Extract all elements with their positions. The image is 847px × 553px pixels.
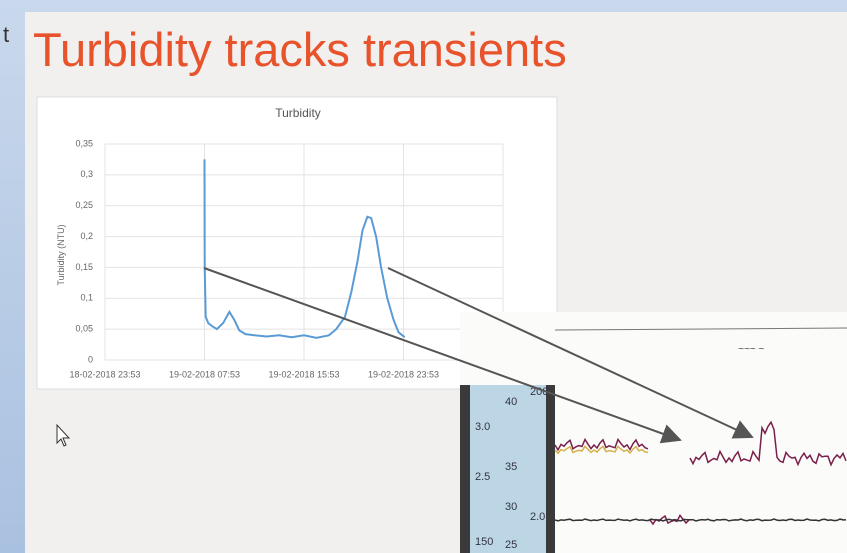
y-tick-label: 0,15 (75, 262, 93, 272)
scale-label: 150 (475, 536, 493, 548)
scale-label: 3.0 (475, 421, 490, 433)
scale-label: 30 (505, 501, 517, 513)
scale-label: 35 (505, 461, 517, 473)
y-tick-label: 0,3 (80, 169, 93, 179)
handwriting: ~~~ ~ (738, 344, 764, 355)
y-tick-label: 0,2 (80, 231, 93, 241)
screen: t Turbidity tracks transients Turbidity … (0, 0, 847, 553)
y-axis-label: Turbidity (NTU) (56, 224, 66, 285)
x-tick-label: 19-02-2018 07:53 (169, 369, 240, 379)
y-tick-label: 0,25 (75, 200, 93, 210)
page: t Turbidity tracks transients Turbidity … (0, 0, 847, 553)
y-tick-label: 0,35 (75, 138, 93, 148)
slide-title: Turbidity tracks transients (33, 23, 567, 76)
edge-text: t (3, 22, 9, 47)
scale-label: 40 (505, 396, 517, 408)
x-tick-label: 19-02-2018 23:53 (368, 369, 439, 379)
y-tick-label: 0,1 (80, 293, 93, 303)
scale-label: 2.5 (475, 471, 490, 483)
y-tick-label: 0,05 (75, 324, 93, 334)
scale-label: 25 (505, 539, 517, 551)
x-tick-label: 18-02-2018 23:53 (69, 369, 140, 379)
x-tick-label: 19-02-2018 15:53 (268, 369, 339, 379)
scale-label: 2.0 (530, 511, 545, 523)
chart-title: Turbidity (275, 106, 321, 120)
y-tick-label: 0 (88, 354, 93, 364)
